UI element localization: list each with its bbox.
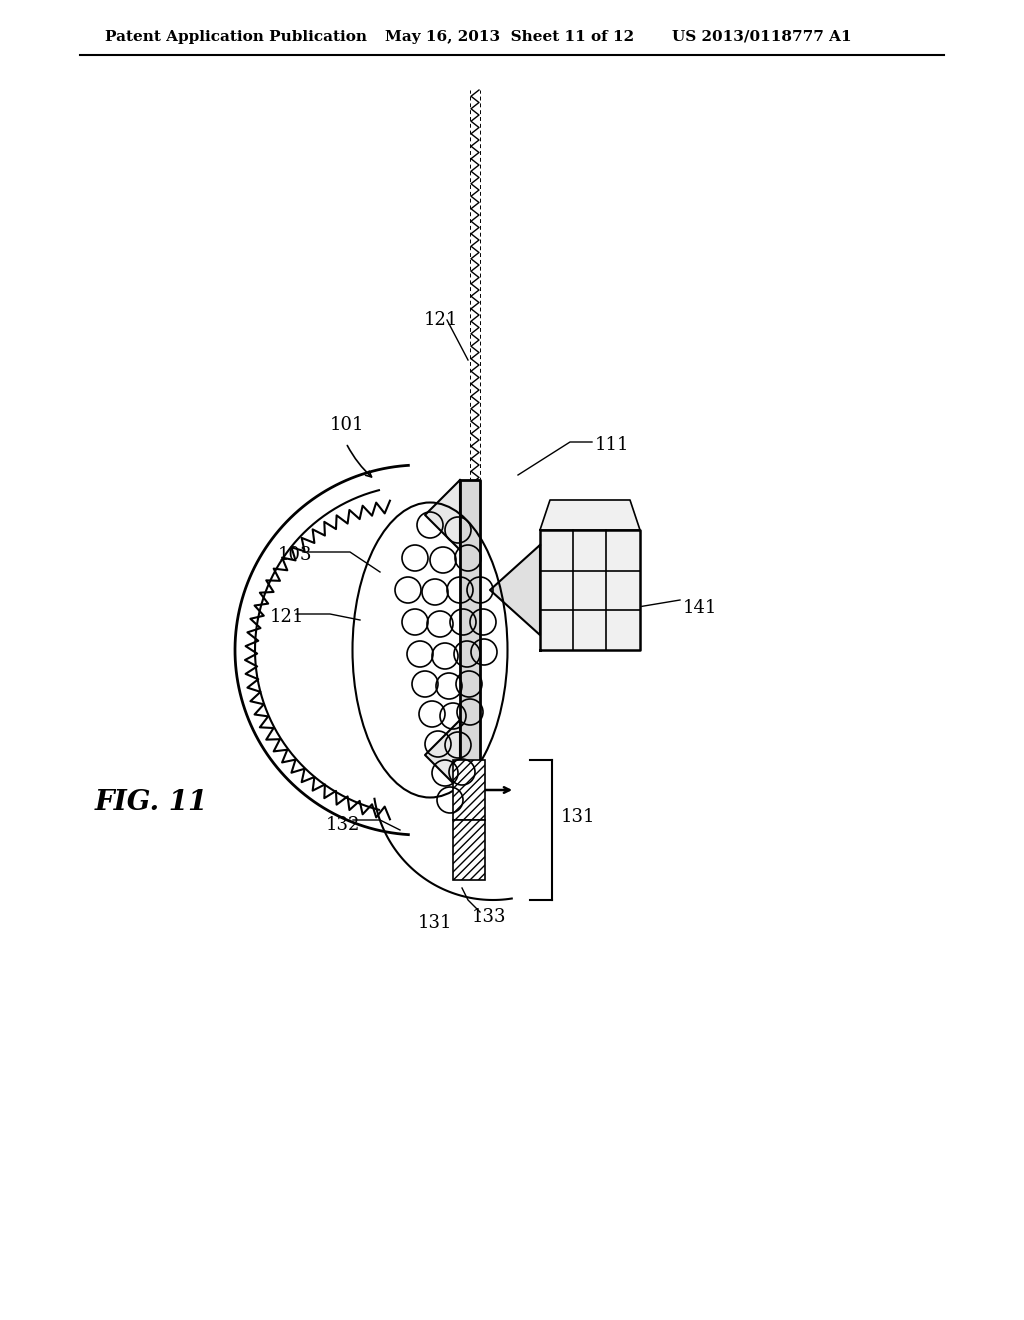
Polygon shape [425,480,460,550]
Text: FIG. 11: FIG. 11 [95,789,208,816]
Text: 133: 133 [472,908,507,927]
Polygon shape [540,531,640,649]
Polygon shape [540,500,640,531]
Text: 121: 121 [424,312,459,329]
Polygon shape [460,480,480,789]
Polygon shape [490,545,540,635]
Bar [453,760,485,820]
Text: 111: 111 [595,436,630,454]
Text: US 2013/0118777 A1: US 2013/0118777 A1 [672,30,852,44]
Text: 103: 103 [278,546,312,564]
Text: 141: 141 [683,599,718,616]
Text: 132: 132 [326,816,360,834]
Bar [453,820,485,880]
Polygon shape [425,719,460,789]
Text: Patent Application Publication: Patent Application Publication [105,30,367,44]
Text: 131: 131 [418,913,453,932]
Text: 121: 121 [270,609,304,626]
Text: 101: 101 [330,416,365,434]
Text: May 16, 2013  Sheet 11 of 12: May 16, 2013 Sheet 11 of 12 [385,30,634,44]
Text: 131: 131 [561,808,596,826]
